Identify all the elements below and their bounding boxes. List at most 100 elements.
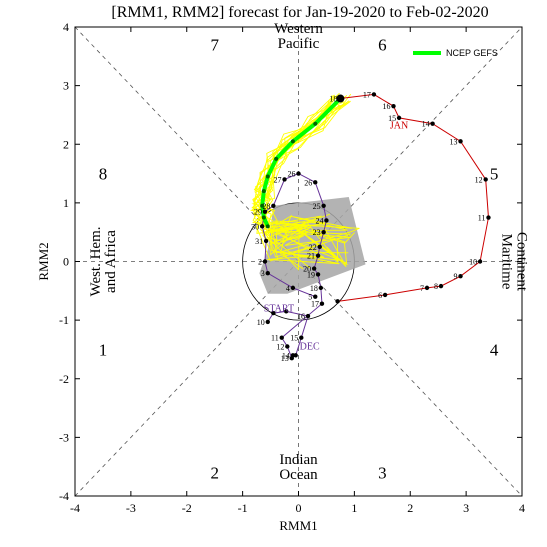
- y-tick-label: -3: [59, 430, 69, 444]
- data-point: [335, 299, 340, 304]
- day-label: 15: [290, 334, 298, 343]
- data-point: [315, 272, 321, 277]
- ensemble-member-line: [251, 95, 340, 265]
- x-tick-label: -4: [70, 501, 80, 515]
- day-label: 2: [258, 258, 262, 267]
- region-label: and Africa: [103, 230, 119, 293]
- data-point: [265, 224, 270, 229]
- y-tick-label: -2: [59, 372, 69, 386]
- phase-number: 1: [99, 340, 108, 359]
- day-label: 6: [378, 291, 382, 300]
- series-line: [261, 173, 327, 360]
- day-label: 3: [261, 269, 265, 278]
- data-point: [271, 203, 276, 209]
- day-label: 29: [254, 208, 262, 217]
- month-label: JAN: [390, 120, 408, 131]
- month-label: DEC: [300, 341, 320, 352]
- data-point: [290, 139, 295, 144]
- data-point: [483, 177, 488, 182]
- x-tick-label: 1: [351, 501, 357, 515]
- day-label: 16: [382, 102, 390, 111]
- data-point: [315, 253, 321, 258]
- phase-number: 4: [490, 340, 499, 359]
- y-tick-label: 3: [63, 79, 69, 93]
- x-tick-label: 2: [407, 501, 413, 515]
- ensemble-member-line: [253, 104, 360, 254]
- day-label: 4: [286, 284, 290, 293]
- data-point: [313, 294, 318, 299]
- x-tick-label: -1: [238, 501, 248, 515]
- data-point: [430, 121, 435, 126]
- chart-title: [RMM1, RMM2] forecast for Jan-19-2020 to…: [111, 4, 488, 21]
- data-point: [262, 259, 268, 264]
- data-point: [391, 103, 396, 109]
- data-point: [285, 344, 290, 349]
- day-label: 18: [310, 284, 318, 293]
- legend: NCEP GEFS: [413, 48, 498, 58]
- data-point: [261, 189, 266, 194]
- data-point: [265, 271, 270, 276]
- y-tick-label: -4: [59, 489, 69, 503]
- data-point: [282, 177, 287, 182]
- data-point: [313, 180, 318, 185]
- day-label: 15: [388, 114, 396, 123]
- x-tick-label: 0: [296, 501, 302, 515]
- day-label: 7: [420, 284, 424, 293]
- x-tick-label: 3: [463, 501, 469, 515]
- data-point: [396, 115, 402, 121]
- data-point: [317, 244, 322, 250]
- ensemble-member-line: [257, 101, 351, 264]
- ensemble-member-line: [254, 93, 352, 235]
- phase-number: 3: [378, 464, 387, 483]
- data-point: [319, 301, 325, 306]
- day-label: 17: [311, 300, 319, 309]
- data-point: [259, 224, 265, 229]
- x-tick-label: -2: [182, 501, 192, 515]
- phase-number: 6: [378, 36, 387, 55]
- day-label: 18: [329, 95, 337, 104]
- y-tick-label: 4: [63, 20, 69, 34]
- day-label: 25: [313, 202, 321, 211]
- data-point: [261, 215, 266, 220]
- day-label: 30: [251, 222, 259, 231]
- data-point: [265, 174, 270, 179]
- y-tick-label: -1: [59, 313, 69, 327]
- ensemble-member-line: [250, 95, 335, 242]
- series-line: [337, 93, 489, 302]
- region-label: Indian: [279, 452, 318, 468]
- data-point: [313, 121, 318, 126]
- data-point: [321, 229, 326, 235]
- data-point: [284, 309, 289, 314]
- day-label: 13: [450, 137, 458, 146]
- legend-label: NCEP GEFS: [446, 48, 498, 58]
- day-label: 13: [281, 354, 289, 363]
- day-label: 22: [309, 243, 317, 252]
- data-point: [477, 259, 483, 264]
- day-label: 12: [475, 175, 483, 184]
- day-label: 16: [297, 312, 305, 321]
- region-label: Western: [274, 21, 323, 37]
- day-label: 17: [363, 90, 371, 99]
- day-label: 27: [274, 175, 282, 184]
- region-label: Pacific: [278, 36, 320, 52]
- data-point: [299, 335, 304, 340]
- phase-number: 5: [490, 165, 499, 184]
- day-label: 12: [276, 343, 284, 352]
- region-label: Continent: [513, 232, 529, 292]
- region-label: Maritime: [498, 234, 514, 290]
- data-point: [382, 292, 388, 298]
- data-point: [262, 209, 268, 214]
- day-label: 24: [315, 216, 323, 225]
- month-label: START: [264, 303, 294, 314]
- y-axis-label: RMM2: [36, 242, 51, 280]
- data-point: [318, 285, 324, 291]
- data-point: [324, 218, 329, 223]
- y-tick-label: 0: [63, 255, 69, 269]
- day-label: 21: [307, 252, 315, 261]
- data-point: [260, 203, 265, 208]
- day-label: 11: [478, 214, 486, 223]
- x-axis-label: RMM1: [279, 518, 317, 533]
- phase-number: 2: [210, 464, 219, 483]
